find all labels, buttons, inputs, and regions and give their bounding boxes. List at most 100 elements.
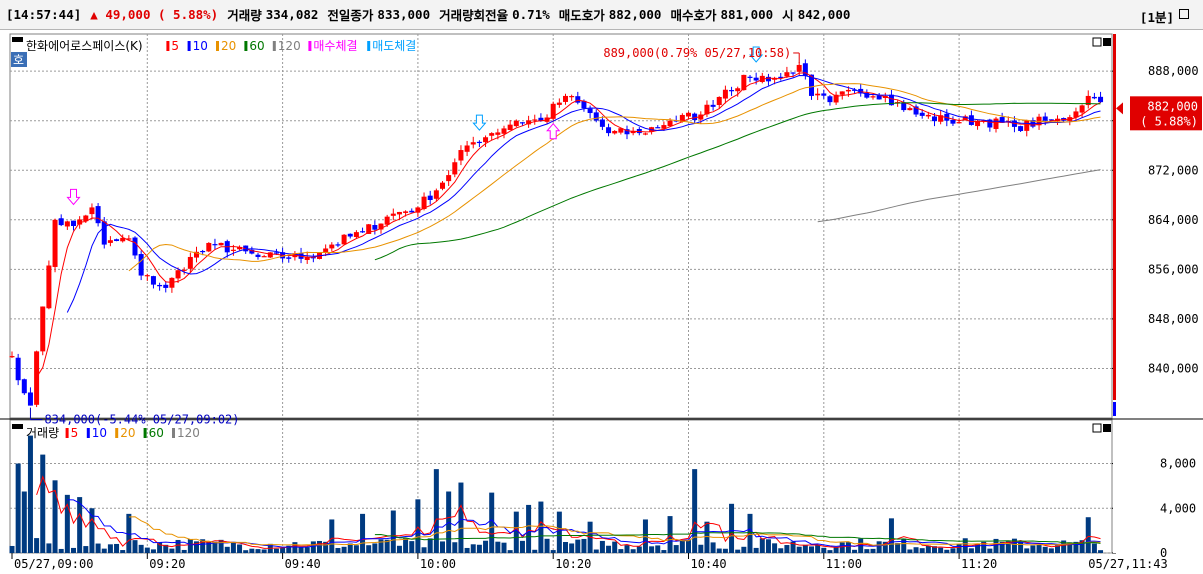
time-tick-label: 11:20 — [961, 557, 997, 571]
volume-bar — [292, 542, 298, 553]
candle-body — [52, 219, 58, 267]
turnover-label: 거래량회전율 — [439, 8, 509, 23]
price-legend-item: 120 — [278, 39, 301, 53]
volume-bar — [1024, 548, 1030, 553]
candle-body — [815, 93, 821, 96]
volume-bar — [163, 544, 169, 553]
candle-body — [519, 122, 525, 124]
volume-bar — [913, 547, 919, 553]
volume-bar — [975, 543, 981, 553]
volume-bar — [15, 463, 21, 553]
volume-bar — [261, 549, 267, 553]
price-legend-swatch — [272, 41, 276, 51]
volume-label: 거래량 — [227, 8, 262, 23]
volume-bar — [679, 540, 685, 553]
prev-close-label: 전일종가 — [327, 8, 374, 23]
volume-legend-item: 60 — [149, 426, 164, 440]
volume-bar — [114, 543, 120, 553]
candle-body — [612, 130, 618, 134]
current-day-bar — [1113, 34, 1116, 400]
candle-body — [581, 100, 587, 109]
volume-bar — [329, 519, 335, 553]
candle-body — [194, 251, 199, 258]
volume-bar — [630, 549, 636, 553]
volume-bar — [519, 540, 525, 553]
candle-body — [34, 351, 40, 405]
volume-bar — [212, 541, 218, 553]
volume-bar — [938, 547, 944, 553]
volume-legend-swatch — [143, 428, 147, 438]
volume-bar — [919, 548, 925, 553]
candle-body — [790, 72, 796, 74]
candle-body — [968, 115, 974, 125]
price-legend-swatch — [187, 41, 191, 51]
volume-bar — [661, 550, 667, 553]
volume-bar — [845, 542, 851, 553]
panel-close-button[interactable] — [1103, 38, 1111, 46]
volume-bar — [372, 543, 378, 553]
candle-body — [913, 106, 919, 115]
candle-body — [642, 133, 648, 135]
candle-body — [526, 120, 532, 125]
candle-body — [175, 270, 181, 279]
volume-bar — [925, 545, 931, 553]
volume-legend-item: 5 — [71, 426, 79, 440]
candle-body — [507, 124, 513, 130]
volume-bar — [495, 541, 501, 553]
candle-body — [114, 239, 120, 242]
panel-close-button[interactable] — [1103, 424, 1111, 432]
volume-bar — [507, 550, 513, 553]
candle-body — [569, 96, 575, 98]
volume-bar — [876, 541, 882, 553]
volume-bar — [765, 539, 771, 553]
volume-bar — [200, 539, 206, 553]
volume-legend-item: 120 — [177, 426, 200, 440]
volume-legend-item: 10 — [92, 426, 107, 440]
candle-body — [1085, 95, 1091, 106]
candle-body — [9, 356, 15, 358]
candle-body — [323, 248, 329, 253]
candle-body — [310, 257, 316, 259]
candle-body — [858, 88, 864, 94]
volume-bar — [403, 538, 409, 553]
candle-body — [378, 223, 384, 230]
volume-legend-swatch — [86, 428, 90, 438]
volume-bar — [433, 469, 439, 553]
volume-bar — [1005, 541, 1011, 553]
candle-body — [907, 108, 913, 111]
candle-body — [833, 94, 839, 103]
volume-bar — [150, 549, 156, 553]
volume-bar — [341, 546, 347, 553]
candle-body — [692, 113, 698, 121]
price-legend-item: 60 — [249, 39, 264, 53]
candle-body — [335, 244, 341, 246]
period-selector[interactable]: [1분] — [1139, 10, 1174, 25]
candle-body — [1073, 111, 1079, 118]
candle-body — [390, 213, 396, 216]
price-legend-swatch — [216, 41, 219, 51]
volume-bar — [612, 541, 618, 553]
candle-body — [999, 117, 1005, 123]
volume-bar — [526, 504, 532, 553]
candle-body — [987, 119, 993, 128]
volume-bar — [298, 547, 304, 553]
window-restore-button[interactable] — [1179, 9, 1189, 19]
volume-bar — [698, 544, 704, 553]
candle-body — [950, 119, 956, 124]
panel-maximize-button[interactable] — [1092, 423, 1102, 433]
volume-bar — [802, 544, 808, 553]
panel-maximize-button[interactable] — [1092, 37, 1102, 47]
volume-bar — [237, 544, 243, 553]
candle-body — [821, 93, 827, 96]
bid-label: 매수호가 — [670, 8, 717, 23]
volume-bar — [716, 548, 722, 553]
volume-bar — [255, 549, 261, 553]
volume-bar — [593, 549, 599, 553]
candle-body — [1048, 119, 1054, 121]
volume-bar — [747, 513, 753, 553]
volume-bar — [280, 547, 286, 553]
volume-bar — [1048, 548, 1054, 553]
volume-bar — [735, 549, 741, 553]
vol-ma5-line — [36, 475, 1101, 549]
candle-body — [975, 120, 981, 127]
